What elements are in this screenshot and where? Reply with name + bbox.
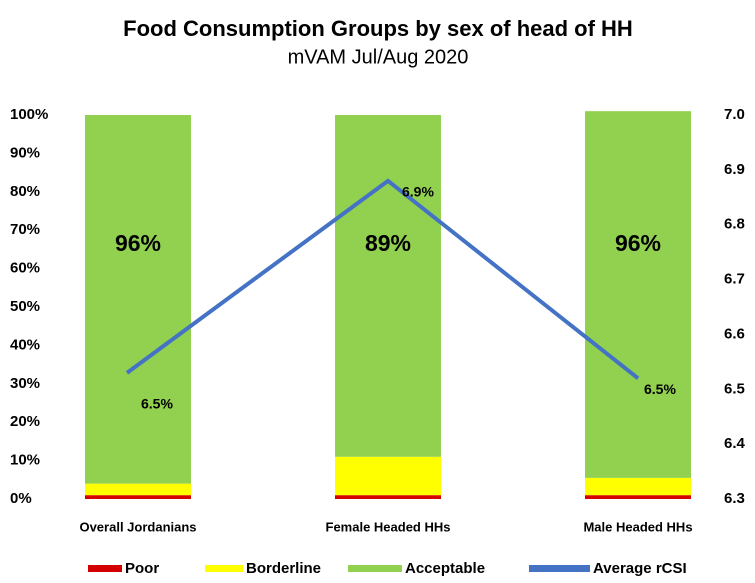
bar-value-label: 96%: [115, 230, 161, 256]
bar-segment: [585, 477, 691, 496]
y-tick-label: 100%: [10, 106, 48, 123]
y-tick-label: 70%: [10, 221, 40, 238]
y2-tick-label: 6.8: [724, 216, 745, 233]
bar-segment: [335, 115, 441, 457]
legend-label: Poor: [125, 560, 159, 577]
bar-value-label: 89%: [365, 230, 411, 256]
x-tick-label: Female Headed HHs: [326, 519, 451, 534]
y2-tick-label: 7.0: [724, 106, 745, 123]
legend-label: Average rCSI: [593, 560, 687, 577]
bar-segment: [85, 495, 191, 499]
chart-title: Food Consumption Groups by sex of head o…: [123, 16, 633, 41]
y-tick-label: 80%: [10, 183, 40, 200]
y2-tick-label: 6.4: [724, 435, 746, 452]
y-tick-label: 20%: [10, 413, 40, 430]
legend-swatch: [88, 565, 122, 572]
y-tick-label: 50%: [10, 298, 40, 315]
line-series: [125, 178, 640, 380]
bar-value-label: 96%: [615, 230, 661, 256]
y2-tick-label: 6.7: [724, 271, 745, 288]
bar-segment: [585, 111, 691, 478]
y2-tick-label: 6.9: [724, 161, 745, 178]
x-tick-label: Overall Jordanians: [79, 519, 196, 534]
legend-swatch: [205, 565, 243, 572]
line-value-label: 6.5%: [644, 381, 676, 397]
y2-tick-label: 6.6: [724, 325, 745, 342]
bar-segment: [85, 483, 191, 496]
legend-swatch: [348, 565, 402, 572]
y-tick-label: 30%: [10, 375, 40, 392]
x-tick-label: Male Headed HHs: [583, 519, 692, 534]
bar-segment: [585, 495, 691, 499]
legend-swatch: [529, 565, 590, 572]
bar-segment: [335, 456, 441, 496]
bar-segment: [335, 495, 441, 499]
y-tick-label: 90%: [10, 144, 40, 161]
y2-tick-label: 6.5: [724, 380, 745, 397]
y-tick-label: 0%: [10, 490, 32, 507]
line-value-label: 6.5%: [141, 396, 173, 412]
chart-subtitle: mVAM Jul/Aug 2020: [288, 46, 469, 68]
legend-label: Acceptable: [405, 560, 485, 577]
y2-tick-label: 6.3: [724, 490, 745, 507]
bar-segment: [85, 115, 191, 484]
legend-label: Borderline: [246, 560, 321, 577]
line-value-label: 6.9%: [402, 184, 434, 200]
y-tick-label: 10%: [10, 452, 40, 469]
y-tick-label: 60%: [10, 260, 40, 277]
y-tick-label: 40%: [10, 336, 40, 353]
